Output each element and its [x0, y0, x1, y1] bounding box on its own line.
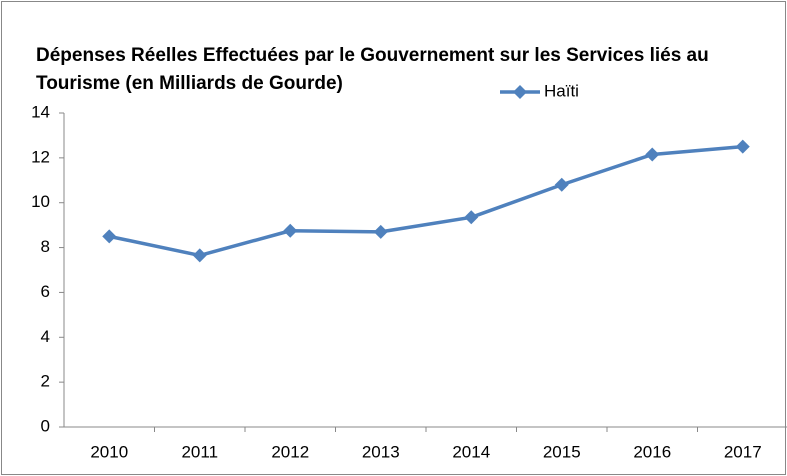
data-point [283, 223, 298, 238]
y-tick-label: 6 [41, 282, 50, 301]
x-tick-label: 2015 [543, 442, 581, 461]
y-tick-label: 10 [31, 192, 50, 211]
y-tick-label: 12 [31, 147, 50, 166]
x-tick-label: 2017 [724, 442, 762, 461]
data-point [192, 248, 207, 263]
data-point [554, 177, 569, 192]
x-tick-label: 2016 [633, 442, 671, 461]
y-tick-label: 2 [41, 372, 50, 391]
legend-marker [513, 85, 527, 99]
y-tick-label: 4 [41, 327, 50, 346]
chart-title: Dépenses Réelles Effectuées par le Gouve… [36, 45, 709, 94]
data-point [464, 210, 479, 225]
x-tick-label: 2014 [452, 442, 490, 461]
legend-label: Haïti [544, 81, 579, 100]
x-tick-label: 2011 [181, 442, 218, 461]
data-point [373, 224, 388, 239]
series-line [108, 144, 743, 258]
x-tick-label: 2013 [362, 442, 400, 461]
x-tick-label: 2010 [90, 442, 128, 461]
y-tick-label: 14 [31, 102, 50, 121]
data-point [102, 229, 117, 244]
y-tick-label: 0 [41, 416, 50, 435]
data-point [645, 147, 660, 162]
y-tick-label: 8 [41, 237, 50, 256]
data-point [735, 139, 750, 154]
x-tick-label: 2012 [271, 442, 309, 461]
